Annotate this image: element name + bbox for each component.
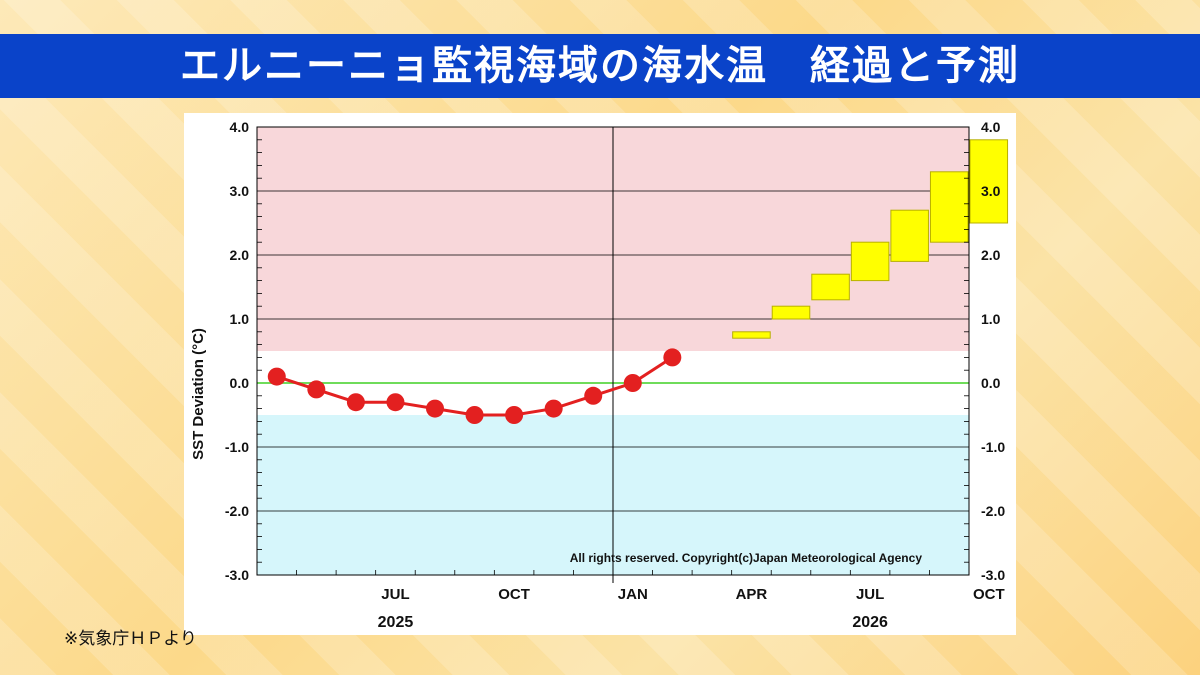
observed-point: [544, 399, 563, 418]
x-month-label: JUL: [381, 586, 409, 603]
x-year-label: 2026: [852, 614, 888, 631]
source-note: ※気象庁ＨＰより: [64, 629, 197, 649]
x-month-label: JAN: [618, 586, 648, 603]
forecast-box: [969, 139, 1009, 224]
y-tick-label-left: -1.0: [225, 439, 249, 455]
y-tick-label-right: 2.0: [981, 247, 1001, 263]
observed-point: [426, 399, 444, 418]
x-year-label: 2025: [378, 614, 414, 631]
y-tick-label-right: 0.0: [981, 375, 1001, 391]
y-tick-label-left: 2.0: [230, 247, 250, 263]
forecast-series: [732, 139, 1009, 339]
y-tick-label-left: 0.0: [230, 375, 250, 391]
observed-point: [386, 393, 405, 412]
observed-point: [307, 380, 326, 399]
observed-series: [267, 348, 682, 424]
y-tick-label-right: -2.0: [981, 503, 1005, 519]
y-tick-label-right: 3.0: [981, 183, 1001, 199]
forecast-box: [850, 241, 890, 282]
copyright-text: All rights reserved. Copyright(c)Japan M…: [570, 551, 923, 565]
observed-point: [623, 374, 642, 392]
observed-point: [346, 393, 365, 412]
observed-point: [663, 348, 682, 367]
sst-chart: SST Deviation (°C) All rights reserved. …: [190, 119, 1009, 631]
x-month-label: OCT: [498, 586, 530, 603]
y-tick-label-right: 1.0: [981, 311, 1001, 327]
y-tick-label-left: -2.0: [225, 503, 249, 519]
y-tick-label-right: -1.0: [981, 439, 1005, 455]
page-title: エルニーニョ監視海域の海水温 経過と予測: [0, 34, 1200, 98]
forecast-box: [732, 331, 771, 339]
y-tick-label-left: 4.0: [230, 119, 250, 135]
y-tick-label-left: -3.0: [225, 567, 249, 583]
plot-frame: [256, 126, 970, 576]
x-month-label: APR: [736, 586, 768, 603]
y-tick-label-left: 1.0: [230, 311, 250, 327]
observed-point: [465, 406, 484, 424]
y-tick-label-right: 4.0: [981, 119, 1001, 135]
observed-point: [267, 367, 286, 386]
y-tick-label-left: 3.0: [230, 183, 250, 199]
chart-axes: [256, 126, 970, 576]
forecast-box: [811, 273, 850, 301]
chart-card: SST Deviation (°C) All rights reserved. …: [184, 113, 1016, 635]
x-month-label: OCT: [973, 586, 1005, 603]
forecast-box: [929, 171, 969, 243]
chart-labels: SST Deviation (°C) All rights reserved. …: [190, 119, 1005, 631]
x-month-label: JUL: [856, 586, 884, 603]
y-axis-label: SST Deviation (°C): [190, 328, 207, 460]
observed-point: [505, 406, 524, 424]
y-tick-label-right: -3.0: [981, 567, 1005, 583]
forecast-box: [771, 305, 811, 320]
observed-point: [584, 386, 603, 405]
forecast-box: [890, 209, 929, 262]
